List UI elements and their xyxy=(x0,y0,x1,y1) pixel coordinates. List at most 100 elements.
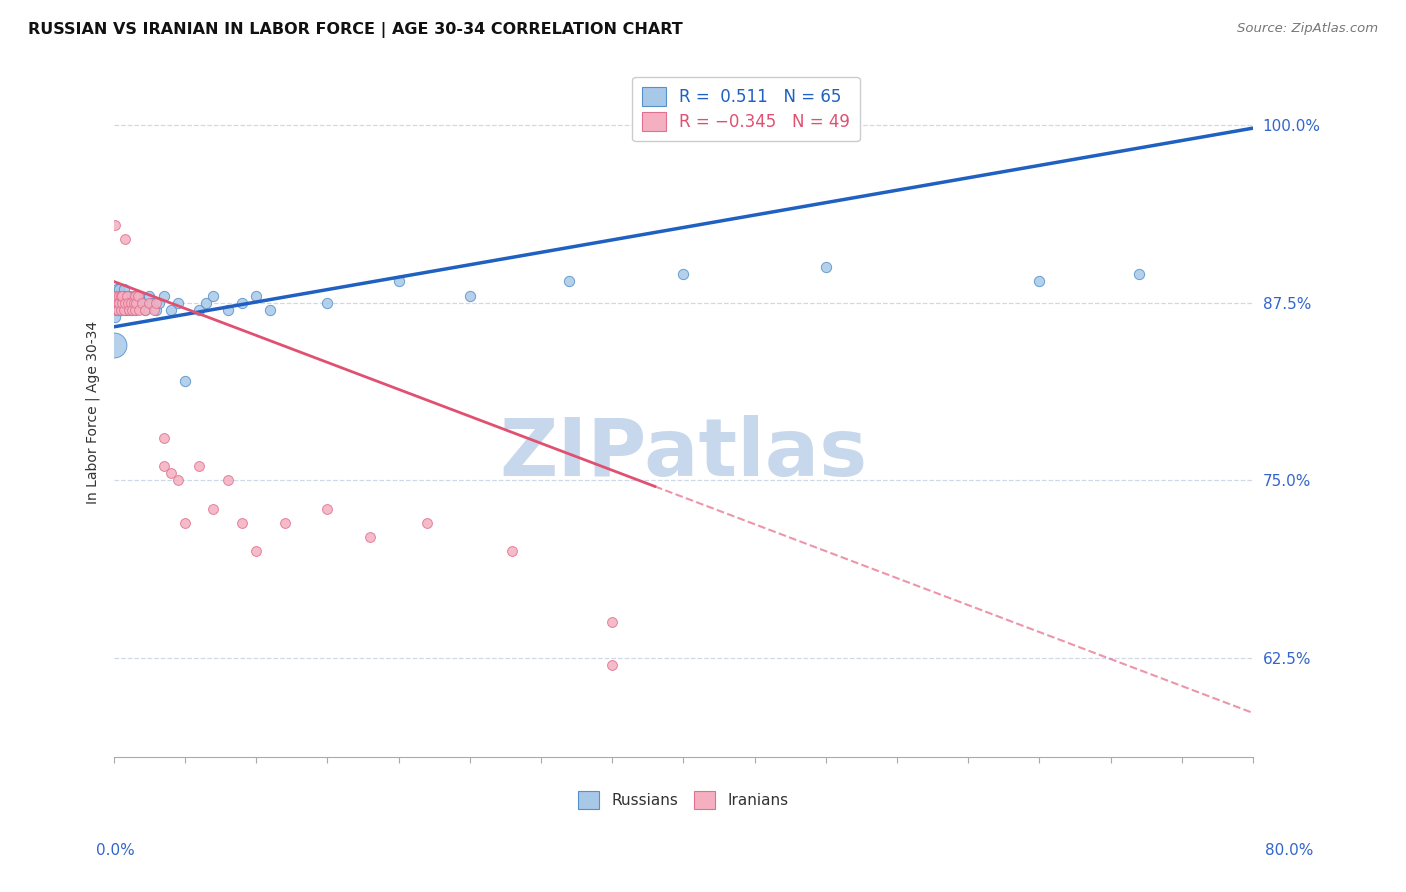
Point xyxy=(124,302,146,317)
Point xyxy=(118,288,141,302)
Point xyxy=(141,295,163,310)
Text: RUSSIAN VS IRANIAN IN LABOR FORCE | AGE 30-34 CORRELATION CHART: RUSSIAN VS IRANIAN IN LABOR FORCE | AGE … xyxy=(28,22,683,38)
Point xyxy=(131,295,153,310)
Point xyxy=(152,288,174,302)
Text: 0.0%: 0.0% xyxy=(96,843,135,858)
Text: Source: ZipAtlas.com: Source: ZipAtlas.com xyxy=(1237,22,1378,36)
Point xyxy=(387,275,409,289)
Point xyxy=(122,288,145,302)
Point xyxy=(104,295,127,310)
Point xyxy=(110,295,132,310)
Point xyxy=(110,288,132,302)
Point xyxy=(105,288,128,302)
Point xyxy=(105,295,128,310)
Point xyxy=(110,295,132,310)
Point xyxy=(245,544,267,558)
Point xyxy=(107,288,129,302)
Point xyxy=(110,288,132,302)
Point xyxy=(112,281,135,295)
Point xyxy=(416,516,439,530)
Point xyxy=(316,501,339,516)
Point xyxy=(111,295,134,310)
Point xyxy=(600,615,623,629)
Point xyxy=(105,288,128,302)
Point xyxy=(105,295,128,310)
Point xyxy=(107,295,129,310)
Point xyxy=(814,260,837,275)
Point xyxy=(145,295,167,310)
Point xyxy=(107,295,129,310)
Point xyxy=(114,295,136,310)
Point xyxy=(600,657,623,672)
Point xyxy=(134,302,156,317)
Point xyxy=(202,501,225,516)
Point xyxy=(104,288,127,302)
Point xyxy=(134,302,156,317)
Point xyxy=(145,302,167,317)
Point xyxy=(259,302,281,317)
Point xyxy=(105,281,128,295)
Point xyxy=(105,302,128,317)
Point xyxy=(124,302,146,317)
Point xyxy=(316,295,339,310)
Point xyxy=(124,295,146,310)
Point xyxy=(110,302,132,317)
Point xyxy=(107,302,129,317)
Point xyxy=(152,458,174,473)
Point xyxy=(120,302,142,317)
Point xyxy=(195,295,218,310)
Point xyxy=(1028,275,1050,289)
Point xyxy=(108,295,131,310)
Point xyxy=(188,458,211,473)
Point xyxy=(217,302,239,317)
Point xyxy=(114,295,136,310)
Point xyxy=(202,288,225,302)
Point xyxy=(107,302,129,317)
Point xyxy=(138,288,160,302)
Point xyxy=(108,281,131,295)
Point xyxy=(114,232,136,246)
Point xyxy=(273,516,295,530)
Point xyxy=(217,473,239,487)
Point xyxy=(124,288,146,302)
Point xyxy=(118,302,141,317)
Legend: Russians, Iranians: Russians, Iranians xyxy=(572,785,794,814)
Point xyxy=(104,288,127,302)
Point xyxy=(128,302,150,317)
Point xyxy=(166,473,188,487)
Point xyxy=(103,338,125,352)
Point xyxy=(121,302,143,317)
Point xyxy=(111,295,134,310)
Point xyxy=(159,466,181,480)
Point xyxy=(501,544,523,558)
Point xyxy=(458,288,481,302)
Point xyxy=(127,288,149,302)
Point xyxy=(104,310,127,324)
Point xyxy=(121,295,143,310)
Text: ZIPatlas: ZIPatlas xyxy=(499,415,868,493)
Point xyxy=(188,302,211,317)
Point xyxy=(166,295,188,310)
Point xyxy=(120,295,142,310)
Point xyxy=(125,288,148,302)
Point xyxy=(148,295,170,310)
Point xyxy=(174,516,197,530)
Point xyxy=(152,431,174,445)
Point xyxy=(128,288,150,302)
Point xyxy=(105,295,128,310)
Point xyxy=(672,268,695,282)
Point xyxy=(125,295,148,310)
Point xyxy=(104,302,127,317)
Point xyxy=(107,288,129,302)
Point xyxy=(1128,268,1150,282)
Point xyxy=(127,295,149,310)
Point xyxy=(115,288,138,302)
Text: 80.0%: 80.0% xyxy=(1265,843,1313,858)
Point xyxy=(558,275,581,289)
Point xyxy=(231,516,253,530)
Point xyxy=(110,302,132,317)
Point xyxy=(138,295,160,310)
Point xyxy=(108,288,131,302)
Point xyxy=(112,302,135,317)
Point xyxy=(108,288,131,302)
